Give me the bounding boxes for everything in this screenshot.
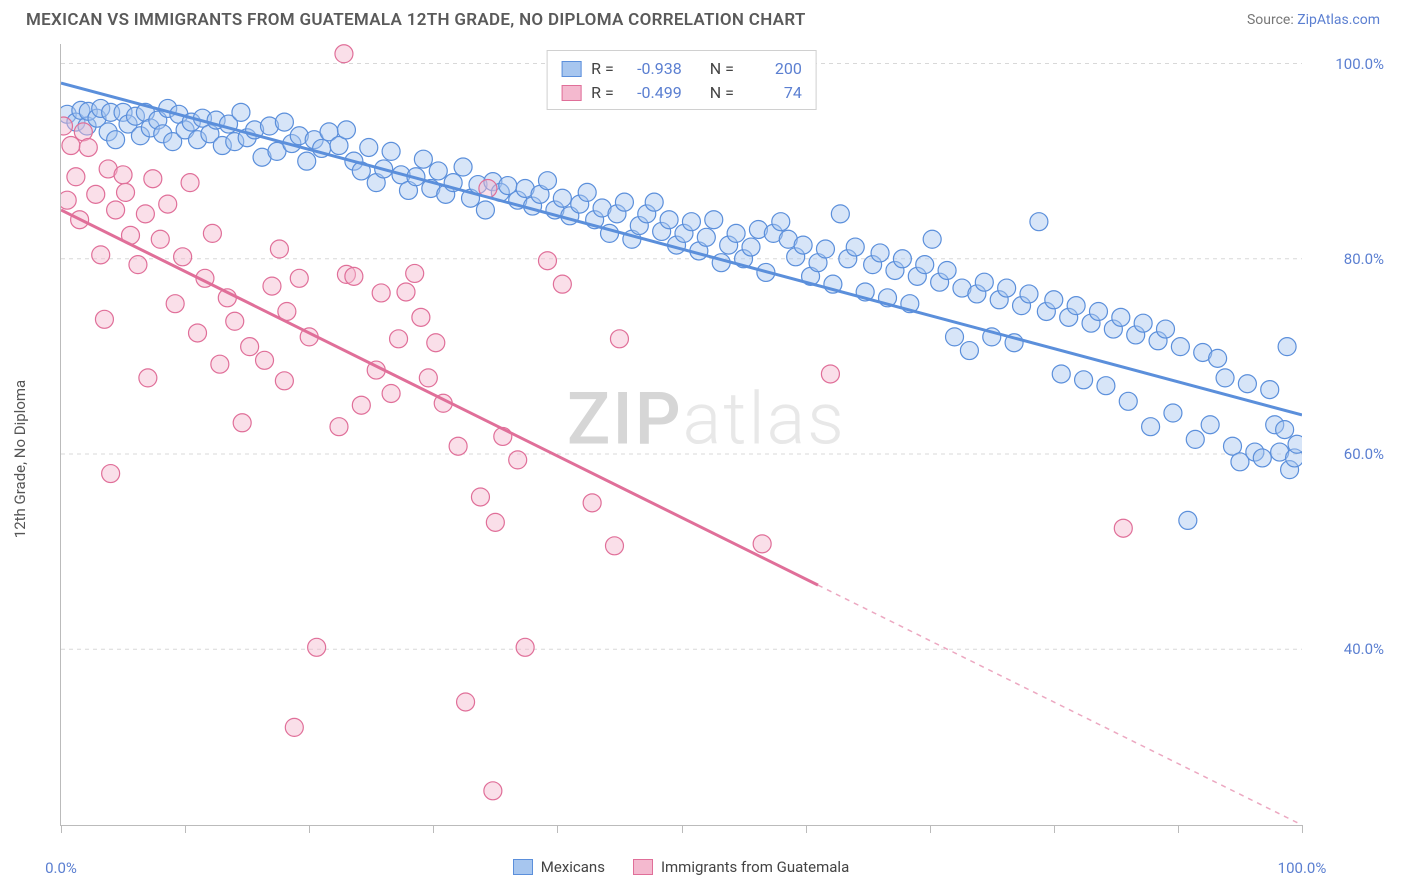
r-label: R =: [591, 81, 614, 105]
swatch-icon: [633, 859, 653, 875]
stats-row: R = -0.938 N = 200: [561, 57, 802, 81]
x-tick: [1302, 825, 1303, 833]
x-tick: [433, 825, 434, 833]
legend-item: Immigrants from Guatemala: [633, 858, 849, 876]
y-tick-label: 40.0%: [1344, 640, 1384, 658]
swatch-icon: [561, 85, 581, 101]
x-tick: [61, 825, 62, 833]
x-tick: [806, 825, 807, 833]
y-axis-label: 12th Grade, No Diploma: [11, 380, 29, 538]
legend-label: Immigrants from Guatemala: [661, 858, 849, 876]
stats-row: R = -0.499 N = 74: [561, 81, 802, 105]
r-value: -0.938: [624, 57, 682, 81]
y-tick-label: 100.0%: [1335, 55, 1384, 73]
n-label: N =: [710, 81, 734, 105]
n-value: 200: [744, 57, 802, 81]
r-value: -0.499: [624, 81, 682, 105]
x-tick: [309, 825, 310, 833]
x-tick: [1178, 825, 1179, 833]
x-tick: [682, 825, 683, 833]
r-label: R =: [591, 57, 614, 81]
x-tick: [1054, 825, 1055, 833]
source-label: Source:: [1247, 12, 1294, 28]
chart-area: 12th Grade, No Diploma ZIPatlas R = -0.9…: [26, 44, 1392, 874]
source: Source: ZipAtlas.com: [1247, 12, 1380, 28]
y-tick-label: 60.0%: [1344, 445, 1384, 463]
y-tick-label: 80.0%: [1344, 250, 1384, 268]
swatch-icon: [561, 61, 581, 77]
x-tick: [185, 825, 186, 833]
legend-label: Mexicans: [541, 858, 605, 876]
stats-legend: R = -0.938 N = 200 R = -0.499 N = 74: [546, 50, 817, 110]
swatch-icon: [513, 859, 533, 875]
data-layer: [61, 44, 1302, 825]
n-label: N =: [710, 57, 734, 81]
plot-region: ZIPatlas R = -0.938 N = 200 R = -0.499 N…: [60, 44, 1302, 826]
x-tick: [930, 825, 931, 833]
source-link[interactable]: ZipAtlas.com: [1297, 12, 1380, 28]
chart-title: MEXICAN VS IMMIGRANTS FROM GUATEMALA 12T…: [26, 10, 806, 30]
x-tick: [557, 825, 558, 833]
n-value: 74: [744, 81, 802, 105]
bottom-legend: Mexicans Immigrants from Guatemala: [60, 858, 1302, 876]
legend-item: Mexicans: [513, 858, 605, 876]
